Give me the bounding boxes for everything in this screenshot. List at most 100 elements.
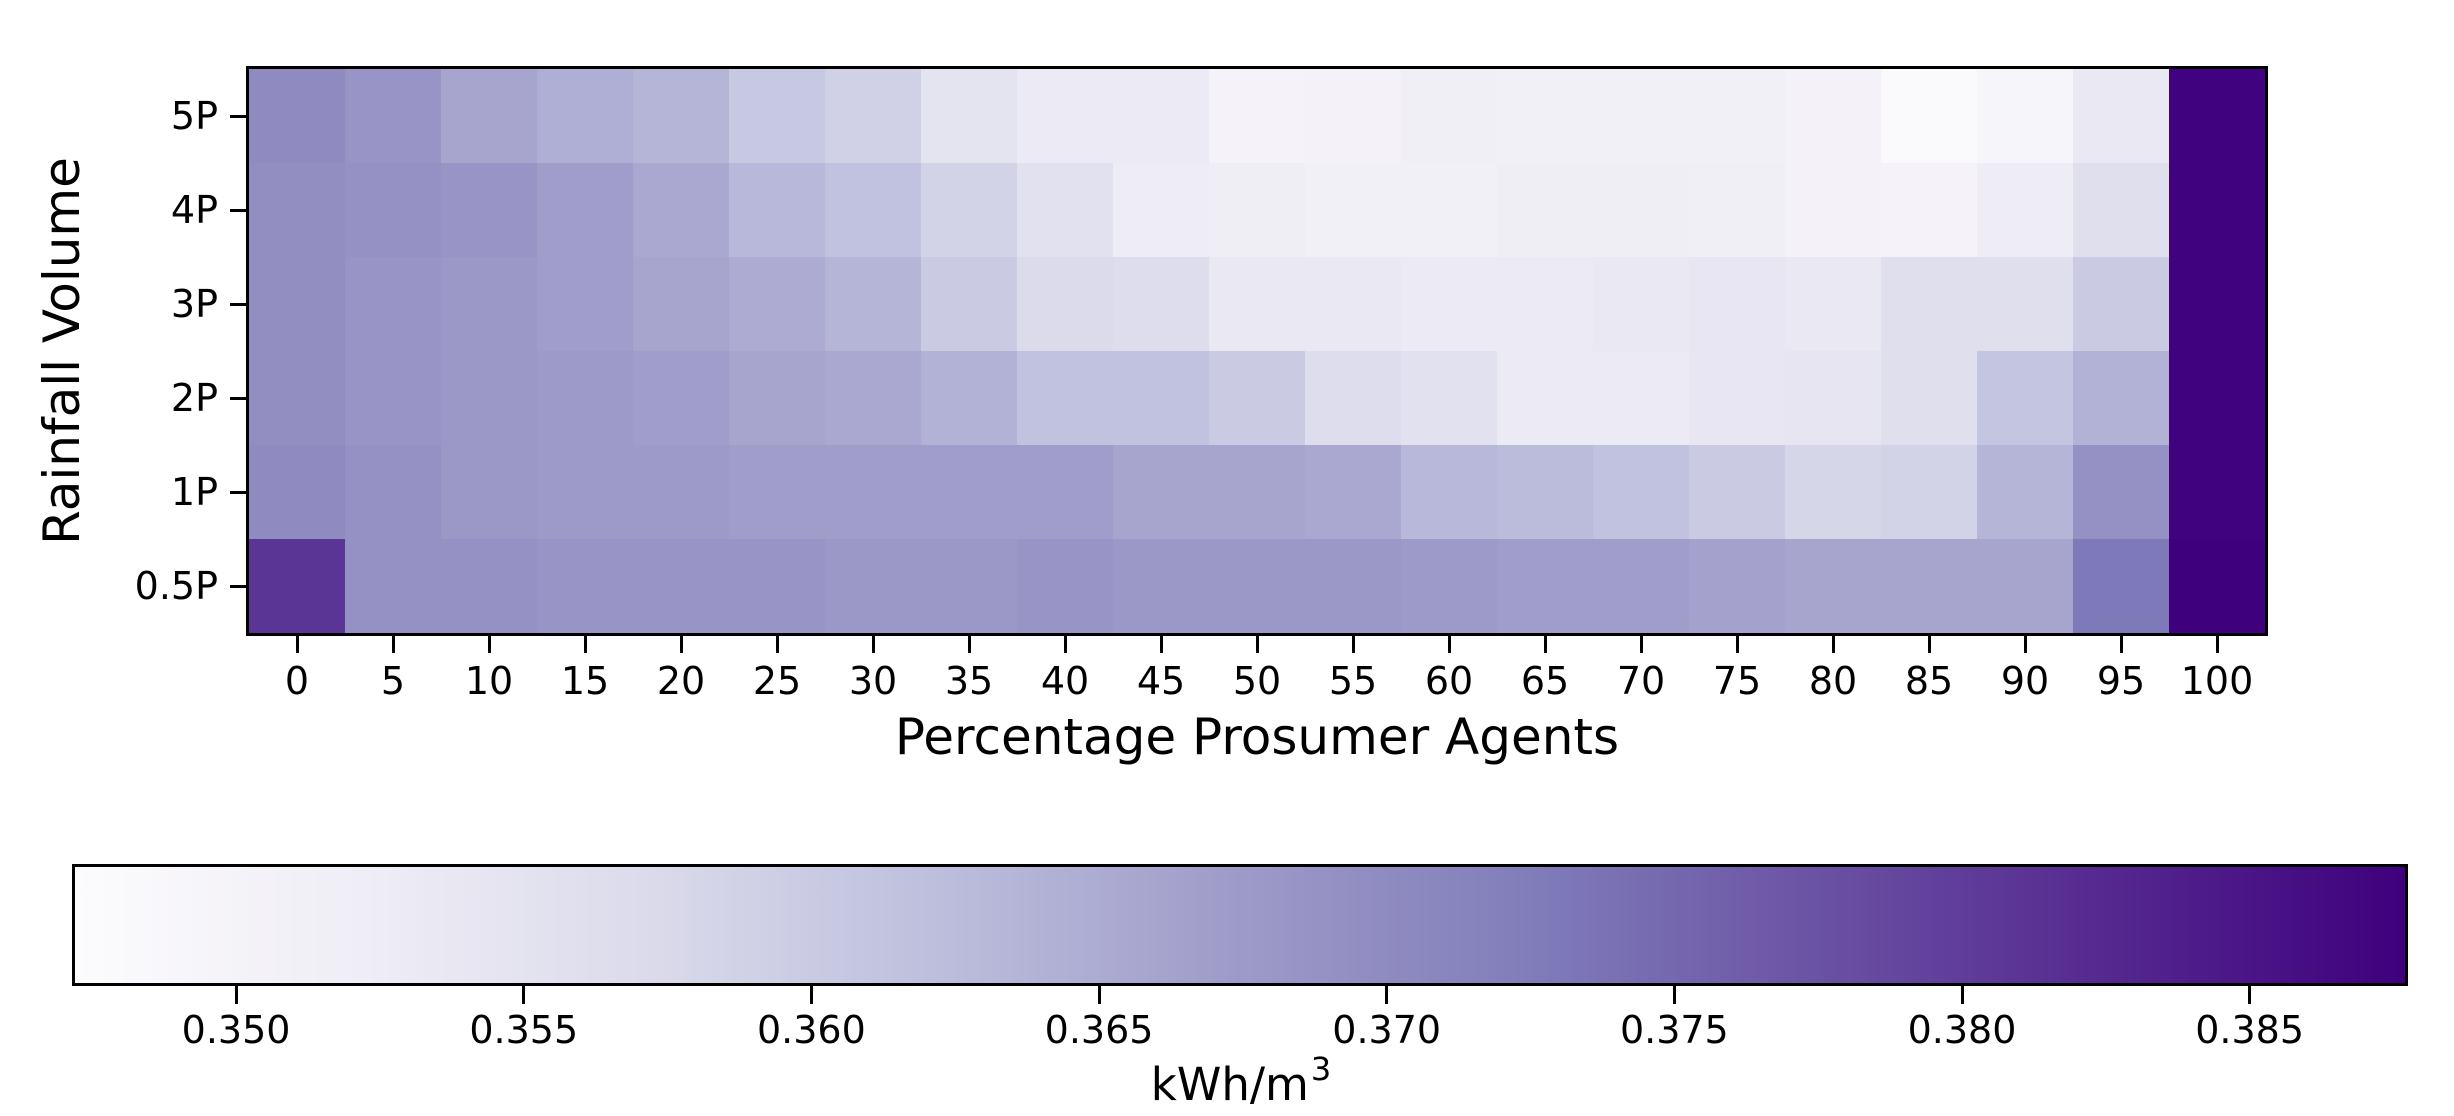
colorbar-tick-label: 0.380 [1907,1008,2017,1052]
heatmap-cell [1881,257,1977,351]
heatmap-cell [1497,69,1593,163]
x-tick-mark [679,636,683,653]
x-tick-label: 80 [1808,659,1858,703]
heatmap-cell [441,445,537,539]
y-tick-mark [230,396,246,400]
heatmap-cell [1785,445,1881,539]
x-tick-mark [1927,636,1931,653]
heatmap-cell [2169,539,2265,633]
heatmap-cell [1881,539,1977,633]
x-tick-mark [295,636,299,653]
heatmap-cell [1977,351,2073,445]
heatmap-cell [1209,445,1305,539]
heatmap-cell [537,351,633,445]
x-tick-label: 95 [2096,659,2146,703]
heatmap-cell [537,163,633,257]
x-tick-label: 100 [2180,659,2254,703]
heatmap-cell [2169,69,2265,163]
colorbar-tick-label: 0.355 [469,1008,579,1052]
heatmap-cell [1977,257,2073,351]
heatmap-cell [1305,539,1401,633]
x-tick-label: 65 [1520,659,1570,703]
heatmap-cell [1401,539,1497,633]
heatmap-cell [1017,351,1113,445]
x-tick-mark [487,636,491,653]
y-tick-mark [230,490,246,494]
heatmap-cell [2169,351,2265,445]
heatmap-cell [1785,69,1881,163]
heatmap-cell [345,445,441,539]
heatmap-cell [537,257,633,351]
heatmap-cell [1209,539,1305,633]
y-tick-label: 3P [170,282,218,326]
heatmap-cell [345,257,441,351]
heatmap-cell [1305,69,1401,163]
heatmap-cell [1785,163,1881,257]
heatmap-cell [1113,539,1209,633]
heatmap-cell [729,539,825,633]
heatmap-cell [1401,351,1497,445]
heatmap-cell [1977,163,2073,257]
heatmap-cell [1977,539,2073,633]
heatmap-cell [1593,69,1689,163]
colorbar-unit-label: kWh/m3 [1040,1050,1440,1111]
heatmap-cell [921,445,1017,539]
heatmap-cell [921,257,1017,351]
x-tick-mark [1735,636,1739,653]
y-tick-mark [230,302,246,306]
colorbar-border [72,864,2408,986]
heatmap-cell [1785,257,1881,351]
heatmap-cell [825,257,921,351]
heatmap-cell [1017,445,1113,539]
colorbar-unit-text: kWh/m [1150,1058,1309,1111]
y-tick-mark [230,114,246,118]
y-tick-mark [230,584,246,588]
heatmap-cell [345,163,441,257]
heatmap-cell [2073,257,2169,351]
x-tick-mark [391,636,395,653]
colorbar-tick-mark [522,986,526,1004]
x-tick-label: 0 [284,659,310,703]
heatmap-cell [441,539,537,633]
heatmap-cell [249,257,345,351]
heatmap-cell [537,445,633,539]
heatmap-cell [633,445,729,539]
x-tick-label: 15 [560,659,610,703]
heatmap-cell [345,69,441,163]
x-tick-label: 5 [380,659,406,703]
heatmap-cell [1689,257,1785,351]
heatmap-cell [1497,351,1593,445]
y-axis-title: Rainfall Volume [33,157,91,545]
colorbar-tick-label: 0.370 [1332,1008,1442,1052]
heatmap-cell [1113,163,1209,257]
heatmap-cell [729,351,825,445]
heatmap-cell [1305,351,1401,445]
colorbar-tick-label: 0.365 [1044,1008,1154,1052]
x-tick-label: 50 [1232,659,1282,703]
heatmap-cell [825,445,921,539]
colorbar-tick-mark [2248,986,2252,1004]
colorbar-tick-label: 0.360 [756,1008,866,1052]
heatmap-cell [1689,445,1785,539]
heatmap-cell [1017,69,1113,163]
heatmap-cell [249,69,345,163]
y-tick-label: 2P [170,376,218,420]
x-tick-mark [1447,636,1451,653]
heatmap-cell [1209,351,1305,445]
y-tick-label: 0.5P [134,564,218,608]
heatmap-cell [1209,257,1305,351]
colorbar-tick-mark [234,986,238,1004]
heatmap-cell [921,163,1017,257]
colorbar-gradient [75,867,2405,983]
x-tick-label: 10 [464,659,514,703]
heatmap-cell [1113,351,1209,445]
x-tick-label: 60 [1424,659,1474,703]
heatmap-cell [249,163,345,257]
heatmap-cell [2073,539,2169,633]
heatmap-cell [537,539,633,633]
x-tick-mark [1351,636,1355,653]
heatmap-cell [1401,163,1497,257]
heatmap-cell [825,539,921,633]
heatmap-cell [345,539,441,633]
colorbar-tick-mark [1097,986,1101,1004]
